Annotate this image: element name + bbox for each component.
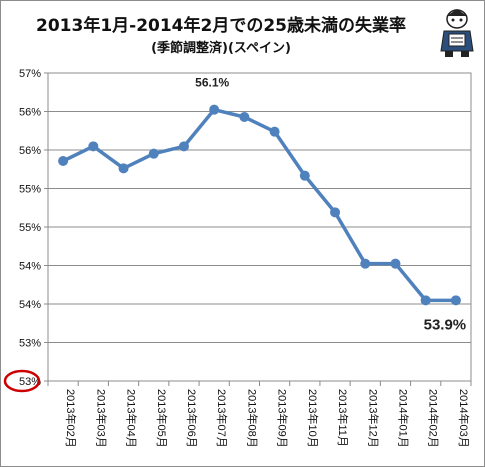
data-point — [360, 258, 371, 269]
data-point — [148, 148, 159, 159]
data-point — [450, 295, 461, 306]
y-tick-label: 53% — [19, 338, 41, 350]
x-tick-label: 2013年04月 — [125, 389, 139, 448]
x-tick-label: 2014年01月 — [396, 389, 410, 448]
data-point — [209, 104, 220, 115]
x-tick-label: 2014年02月 — [427, 389, 441, 448]
x-tick-label: 2013年02月 — [64, 389, 78, 448]
y-tick-label: 57% — [19, 68, 41, 80]
data-point — [420, 295, 431, 306]
data-point — [118, 163, 129, 174]
chart-subtitle: (季節調整済)(スペイン) — [151, 41, 291, 56]
series-line — [62, 107, 456, 303]
data-point — [299, 170, 310, 181]
mascot-icon — [440, 9, 474, 57]
x-tick-label: 2013年05月 — [155, 389, 169, 448]
x-tick-label: 2013年11月 — [336, 389, 350, 447]
y-tick-label: 56% — [19, 145, 41, 157]
x-tick-label: 2014年03月 — [457, 389, 471, 448]
data-point — [239, 112, 250, 122]
data-point — [390, 258, 401, 269]
data-label: 56.1% — [195, 76, 229, 90]
data-point — [330, 207, 341, 218]
x-tick-label: 2013年08月 — [245, 389, 259, 448]
data-point — [178, 141, 189, 152]
x-tick-label: 2013年07月 — [215, 389, 229, 448]
data-label: 53.9% — [424, 316, 467, 333]
data-point — [88, 141, 99, 152]
x-tick-label: 2013年03月 — [94, 389, 108, 448]
y-tick-label: 53% — [19, 376, 41, 388]
y-tick-label: 54% — [19, 261, 41, 273]
data-point — [58, 156, 69, 166]
y-tick-label: 55% — [19, 184, 41, 196]
x-tick-label: 2013年12月 — [366, 389, 380, 448]
x-tick-label: 2013年09月 — [276, 389, 290, 448]
chart-title: 2013年1月-2014年2月での25歳未満の失業率 — [36, 16, 406, 36]
y-tick-label: 56% — [19, 107, 41, 119]
y-tick-label: 55% — [19, 222, 41, 234]
highlight-ellipse — [3, 369, 41, 393]
data-point — [269, 126, 280, 137]
y-tick-label: 54% — [19, 299, 41, 311]
x-tick-label: 2013年10月 — [306, 389, 320, 448]
x-tick-label: 2013年06月 — [185, 389, 199, 448]
